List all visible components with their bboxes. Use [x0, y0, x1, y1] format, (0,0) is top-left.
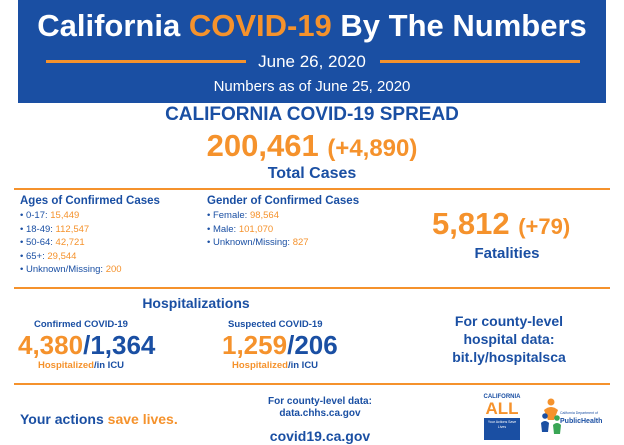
- ph-logo-text: PublicHealth: [560, 418, 603, 425]
- gender-value: 101,070: [238, 223, 274, 235]
- confirmed-label: Confirmed COVID-19: [34, 319, 128, 330]
- ca-logo-top: CALIFORNIA: [483, 394, 521, 400]
- county-hospital-link[interactable]: bit.ly/hospitalsca: [452, 349, 566, 365]
- county-data-info: For county-level data: data.chhs.ca.gov: [240, 396, 400, 420]
- list-item: • Unknown/Missing: 827: [207, 237, 309, 251]
- county-hospital-line1: For county-level: [454, 313, 564, 329]
- total-cases-delta: (+4,890): [327, 135, 418, 162]
- age-label: • 18-49:: [20, 223, 53, 235]
- county-data-line1: For county-level data:: [268, 396, 372, 407]
- fatalities-value: 5,812: [432, 206, 510, 241]
- suspected-icu: 206: [294, 330, 338, 360]
- header-banner: California COVID-19 By The Numbers June …: [18, 0, 606, 103]
- age-label: • Unknown/Missing:: [20, 264, 104, 275]
- confirmed-caption: Hospitalized/in ICU: [38, 360, 124, 371]
- ages-list: • 0-17: 15,449 • 18-49: 112,547 • 50-64:…: [20, 210, 122, 278]
- title-part-california: California: [37, 8, 181, 43]
- header-divider-right: [380, 60, 580, 63]
- header-date: June 26, 2020: [258, 52, 366, 71]
- confirmed-separator: /: [83, 330, 91, 360]
- county-data-link[interactable]: data.chhs.ca.gov: [279, 408, 361, 419]
- county-hospital-info: For county-level hospital data: bit.ly/h…: [420, 312, 598, 366]
- gender-list: • Female: 98,564 • Male: 101,070 • Unkno…: [207, 210, 309, 251]
- list-item: • Unknown/Missing: 200: [20, 264, 122, 278]
- confirmed-icu: 1,364: [90, 330, 156, 360]
- suspected-hosp-caption: Hospitalized: [232, 360, 288, 371]
- ca-logo-tag: Your Actions Save Lives: [484, 418, 520, 440]
- public-health-logo: California Department of PublicHealth: [540, 396, 610, 444]
- total-cases-value: 200,461: [206, 128, 319, 163]
- age-value: 42,721: [55, 237, 85, 248]
- total-cases-label: Total Cases: [267, 165, 357, 182]
- confirmed-numbers: 4,380/1,364: [18, 330, 155, 361]
- fatalities-delta: (+79): [518, 214, 571, 239]
- header-subtitle: Numbers as of June 25, 2020: [213, 78, 411, 95]
- suspected-caption: Hospitalized/in ICU: [232, 360, 318, 371]
- suspected-hospitalized: 1,259: [222, 330, 288, 360]
- section-divider-middle: [14, 287, 610, 289]
- california-all-logo: CALIFORNIA ALL Your Actions Save Lives: [480, 394, 524, 442]
- actions-part1: Your actions: [20, 411, 104, 427]
- suspected-separator: /: [287, 330, 295, 360]
- age-label: • 65+:: [20, 250, 45, 262]
- header-divider-left: [46, 60, 246, 63]
- section-divider-top: [14, 188, 610, 190]
- list-item: • 0-17: 15,449: [20, 210, 122, 224]
- suspected-numbers: 1,259/206: [222, 330, 338, 361]
- hospitalizations-title: Hospitalizations: [142, 295, 250, 311]
- total-cases-number: 200,461 (+4,890): [0, 128, 624, 164]
- age-value: 29,544: [47, 250, 77, 262]
- list-item: • 65+: 29,544: [20, 251, 122, 265]
- actions-tagline: Your actions save lives.: [20, 411, 178, 427]
- ages-title: Ages of Confirmed Cases: [20, 195, 160, 207]
- list-item: • 50-64: 42,721: [20, 237, 122, 251]
- age-value: 200: [105, 264, 122, 275]
- page-title: California COVID-19 By The Numbers: [18, 8, 606, 44]
- age-value: 15,449: [50, 210, 80, 221]
- ca-logo-main: ALL: [485, 399, 519, 418]
- website-link[interactable]: covid19.ca.gov: [269, 428, 371, 444]
- confirmed-hosp-caption: Hospitalized: [38, 360, 94, 371]
- list-item: • Female: 98,564: [207, 210, 309, 224]
- gender-value: 827: [292, 237, 309, 248]
- suspected-label: Suspected COVID-19: [228, 319, 323, 330]
- confirmed-hospitalized: 4,380: [18, 330, 84, 360]
- gender-label: • Unknown/Missing:: [207, 237, 291, 248]
- title-part-covid: COVID-19: [188, 8, 332, 43]
- spread-title: CALIFORNIA COVID-19 SPREAD: [165, 104, 459, 125]
- title-part-numbers: By The Numbers: [340, 8, 587, 43]
- age-label: • 0-17:: [20, 210, 48, 221]
- county-hospital-line2: hospital data:: [463, 331, 555, 347]
- actions-part2: save lives.: [107, 411, 178, 427]
- gender-label: • Male:: [207, 223, 237, 235]
- list-item: • Male: 101,070: [207, 224, 309, 238]
- fatalities-number: 5,812 (+79): [432, 206, 582, 242]
- fatalities-label: Fatalities: [474, 245, 540, 262]
- age-value: 112,547: [55, 223, 90, 235]
- confirmed-icu-caption: /in ICU: [93, 360, 125, 371]
- age-label: • 50-64:: [20, 237, 53, 248]
- gender-value: 98,564: [249, 210, 279, 221]
- ph-logo-small: California Department of: [560, 411, 598, 415]
- gender-title: Gender of Confirmed Cases: [207, 195, 360, 207]
- suspected-icu-caption: /in ICU: [287, 360, 319, 371]
- public-health-figures-icon: [541, 398, 561, 434]
- section-divider-bottom: [14, 383, 610, 385]
- gender-label: • Female:: [207, 210, 248, 221]
- list-item: • 18-49: 112,547: [20, 224, 122, 238]
